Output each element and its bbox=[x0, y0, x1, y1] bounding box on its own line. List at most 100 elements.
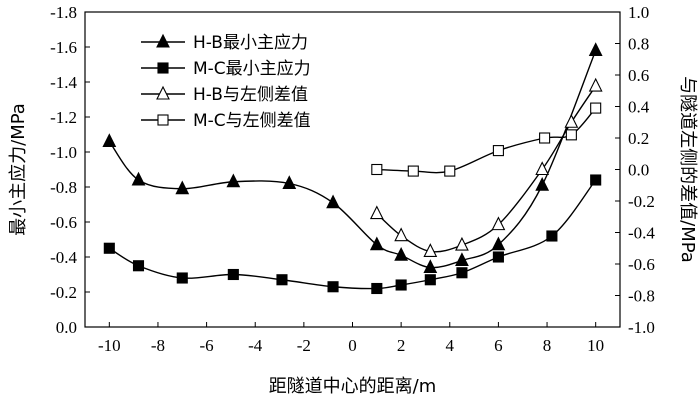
y-left-tick-label: -0.8 bbox=[50, 178, 77, 197]
y-left-tick-label: -1.4 bbox=[50, 73, 77, 92]
data-point bbox=[227, 268, 239, 281]
y-left-tick-label: 0.0 bbox=[56, 318, 77, 337]
data-point bbox=[176, 272, 188, 284]
data-point bbox=[423, 259, 438, 274]
y-left-axis-title: 最小主应力/MPa bbox=[8, 103, 29, 236]
data-point bbox=[491, 216, 506, 231]
legend-item: H-B最小主应力 bbox=[141, 33, 308, 53]
data-point bbox=[535, 177, 550, 191]
data-point bbox=[455, 252, 469, 267]
series-layer bbox=[102, 42, 603, 295]
y-left-tick-label: -1.8 bbox=[50, 3, 77, 22]
y-right-tick-label: -1.0 bbox=[628, 318, 655, 337]
data-point bbox=[565, 129, 577, 141]
x-tick-label: 8 bbox=[543, 336, 552, 355]
data-point bbox=[371, 282, 383, 295]
y-right-tick-label: 0.8 bbox=[628, 35, 649, 54]
y-right-tick-label: 0.6 bbox=[628, 66, 649, 85]
data-point bbox=[276, 274, 288, 286]
x-axis-title: 距隧道中心的距离/m bbox=[269, 376, 437, 397]
data-point bbox=[492, 251, 504, 263]
data-point bbox=[226, 173, 241, 188]
y-left-tick-label: -1.2 bbox=[50, 108, 77, 127]
data-point bbox=[444, 165, 456, 177]
data-point bbox=[546, 230, 558, 242]
series-4 bbox=[371, 102, 602, 177]
data-point bbox=[588, 77, 603, 92]
data-point bbox=[132, 260, 145, 272]
data-point bbox=[103, 242, 115, 254]
data-point bbox=[395, 279, 407, 291]
data-point bbox=[539, 132, 551, 144]
legend-label: H-B与左侧差值 bbox=[193, 85, 308, 105]
data-point bbox=[131, 171, 146, 186]
series-line bbox=[376, 107, 597, 174]
data-point bbox=[588, 42, 603, 57]
data-point bbox=[371, 163, 383, 176]
x-tick-label: -10 bbox=[98, 336, 121, 355]
data-point bbox=[455, 236, 469, 251]
data-point bbox=[564, 114, 579, 128]
data-point bbox=[456, 267, 468, 279]
y-left-tick-label: -1.0 bbox=[50, 143, 77, 162]
data-point bbox=[102, 133, 117, 148]
legend-marker bbox=[157, 62, 169, 74]
y-right-tick-label: 0.2 bbox=[628, 129, 649, 148]
legend-marker bbox=[156, 33, 170, 48]
data-point bbox=[590, 102, 602, 114]
x-tick-label: 10 bbox=[587, 336, 604, 355]
legend-marker bbox=[157, 114, 169, 126]
series-3 bbox=[369, 77, 603, 257]
data-point bbox=[423, 243, 438, 257]
legend-item: H-B与左侧差值 bbox=[141, 85, 308, 105]
y-right-axis-title: 与隧道左侧的差值/MPa bbox=[677, 76, 698, 263]
series-1 bbox=[102, 42, 603, 274]
data-point bbox=[326, 194, 340, 209]
x-tick-label: 2 bbox=[397, 336, 406, 355]
axis-titles: 距隧道中心的距离/m 最小主应力/MPa 与隧道左侧的差值/MPa bbox=[8, 76, 698, 397]
x-tick-label: -6 bbox=[200, 336, 214, 355]
x-tick-label: -8 bbox=[151, 336, 165, 355]
series-line bbox=[108, 50, 597, 269]
data-point bbox=[394, 227, 409, 242]
y-right-tick-label: 0.0 bbox=[628, 161, 649, 180]
y-right-tick-label: -0.2 bbox=[628, 192, 655, 211]
y-right-tick-label: -0.6 bbox=[628, 255, 655, 274]
data-point bbox=[492, 145, 504, 157]
legend-item: M-C最小主应力 bbox=[141, 59, 311, 79]
data-point bbox=[175, 180, 190, 195]
data-point bbox=[407, 165, 419, 177]
data-point bbox=[369, 236, 384, 251]
x-tick-label: -2 bbox=[297, 336, 311, 355]
data-point bbox=[282, 175, 297, 190]
legend-label: M-C最小主应力 bbox=[193, 59, 311, 79]
legend-item: M-C与左侧差值 bbox=[141, 111, 311, 131]
data-point bbox=[369, 205, 384, 220]
y-right-tick-label: 1.0 bbox=[628, 3, 649, 22]
y-left-tick-label: -0.4 bbox=[50, 248, 77, 267]
data-point bbox=[394, 247, 409, 261]
data-point bbox=[491, 236, 506, 251]
axes-layer: -10 -8 -6 -4 -2 0 2 4 6 8 10 0.0 -0.2 -0.4 -0.6 -0.8 -1.… bbox=[50, 3, 655, 355]
y-right-tick-label: 0.4 bbox=[628, 98, 650, 117]
legend-label: M-C与左侧差值 bbox=[193, 111, 311, 131]
y-right-tick-label: -0.8 bbox=[628, 287, 655, 306]
y-right-tick-label: -0.4 bbox=[628, 224, 655, 243]
data-point bbox=[424, 274, 436, 286]
legend-marker bbox=[156, 85, 170, 100]
legend: H-B最小主应力 M-C最小主应力 H-B与左侧差值 M-C与左侧差值 bbox=[141, 33, 311, 131]
data-point bbox=[535, 161, 550, 176]
y-left-tick-label: -1.6 bbox=[50, 38, 77, 57]
y-left-tick-label: -0.6 bbox=[50, 213, 77, 232]
x-tick-label: -4 bbox=[248, 336, 263, 355]
data-point bbox=[590, 174, 602, 186]
y-left-tick-label: -0.2 bbox=[50, 283, 77, 302]
x-tick-label: 4 bbox=[446, 336, 455, 355]
legend-label: H-B最小主应力 bbox=[193, 33, 308, 53]
data-point bbox=[327, 281, 339, 293]
x-tick-label: 0 bbox=[348, 336, 357, 355]
x-tick-label: 6 bbox=[494, 336, 503, 355]
series-2 bbox=[103, 174, 602, 295]
